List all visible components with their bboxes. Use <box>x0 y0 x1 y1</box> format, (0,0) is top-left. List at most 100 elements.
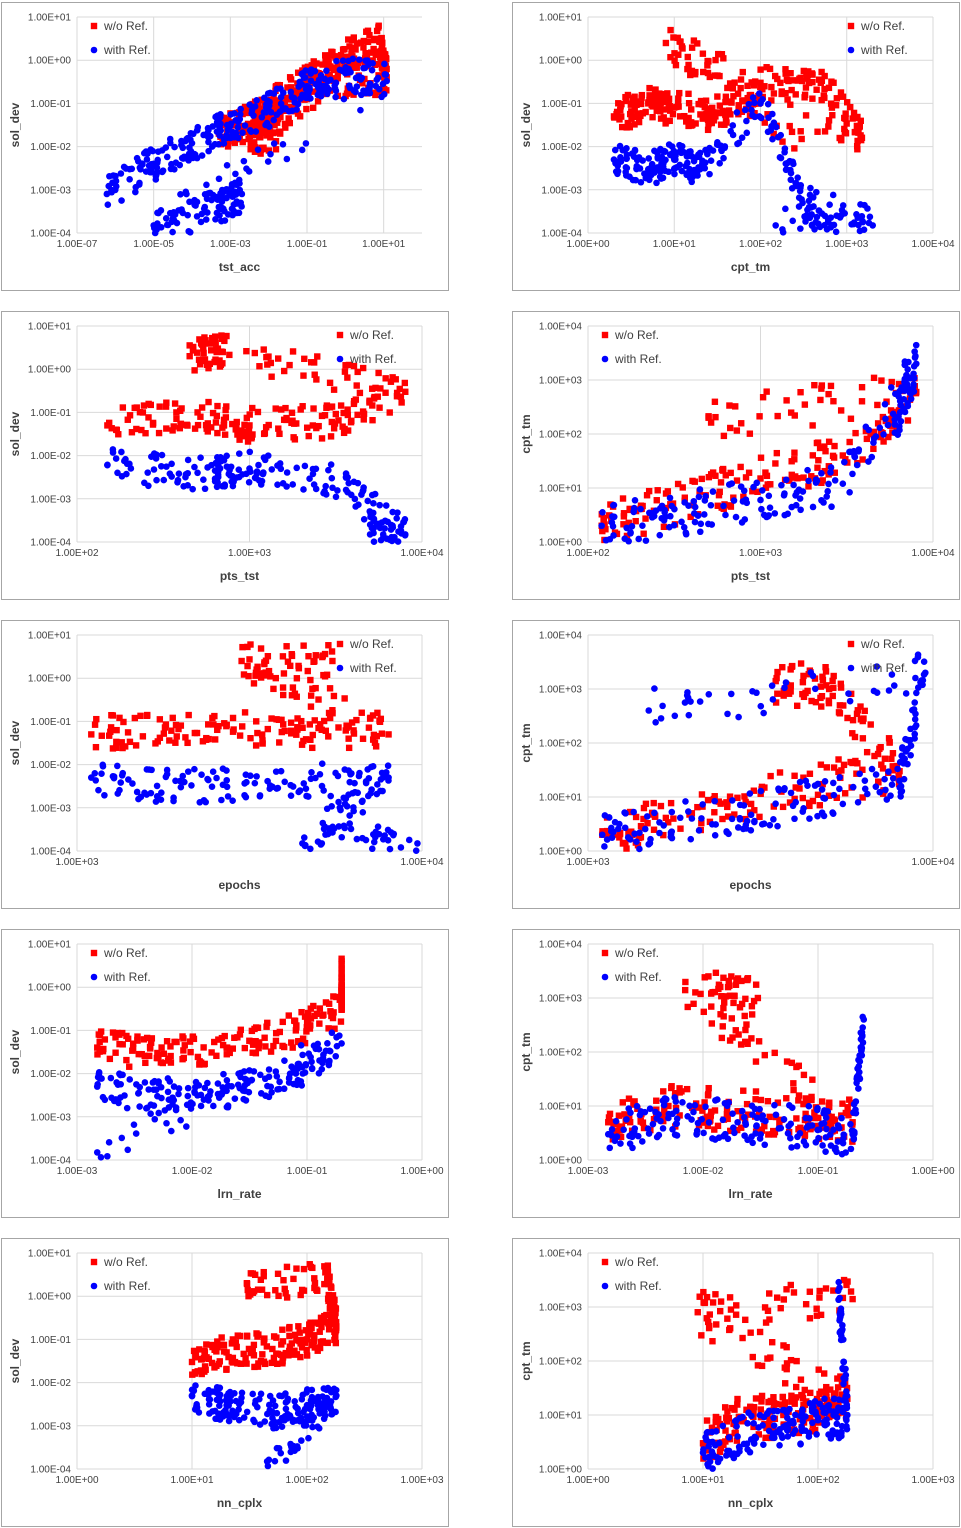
point-wo-ref <box>706 105 714 112</box>
point-with-ref <box>248 1076 256 1084</box>
point-with-ref <box>332 769 339 777</box>
point-wo-ref <box>655 105 662 112</box>
point-wo-ref <box>113 726 120 734</box>
point-wo-ref <box>306 1025 314 1032</box>
legend-label: with Ref. <box>103 970 151 984</box>
point-with-ref <box>679 1099 686 1106</box>
point-wo-ref <box>189 1033 197 1040</box>
point-wo-ref <box>250 1040 257 1047</box>
point-wo-ref <box>665 100 672 107</box>
point-wo-ref <box>263 353 270 361</box>
point-wo-ref <box>615 1112 623 1119</box>
point-wo-ref <box>792 784 799 791</box>
point-wo-ref <box>904 417 912 424</box>
point-wo-ref <box>211 358 218 366</box>
point-with-ref <box>223 452 230 460</box>
point-wo-ref <box>161 724 169 731</box>
legend-label: w/o Ref. <box>614 946 659 960</box>
point-wo-ref <box>240 109 247 116</box>
point-wo-ref <box>830 672 837 680</box>
point-with-ref <box>239 1087 247 1094</box>
point-with-ref <box>176 161 184 169</box>
point-wo-ref <box>699 50 707 57</box>
point-wo-ref <box>876 745 883 752</box>
point-with-ref <box>118 1134 126 1142</box>
point-wo-ref <box>261 430 269 437</box>
x-tick-label: 1.00E+00 <box>911 1166 955 1177</box>
data-points <box>694 1276 856 1472</box>
point-with-ref <box>269 783 276 791</box>
point-with-ref <box>865 458 872 465</box>
point-with-ref <box>796 778 804 786</box>
point-with-ref <box>352 74 360 82</box>
point-with-ref <box>683 692 691 699</box>
point-wo-ref <box>212 339 219 346</box>
point-wo-ref <box>733 427 741 434</box>
point-wo-ref <box>814 128 821 135</box>
point-wo-ref <box>731 811 738 818</box>
point-with-ref <box>796 495 804 502</box>
point-wo-ref <box>823 764 830 771</box>
point-wo-ref <box>321 1280 328 1288</box>
point-wo-ref <box>371 393 378 401</box>
point-with-ref <box>379 836 387 843</box>
point-wo-ref <box>817 396 824 404</box>
point-wo-ref <box>301 1039 309 1047</box>
point-wo-ref <box>859 735 867 742</box>
point-wo-ref <box>291 1351 298 1358</box>
point-wo-ref <box>316 1020 323 1027</box>
point-wo-ref <box>830 1402 837 1409</box>
point-with-ref <box>191 463 198 471</box>
point-with-ref <box>607 828 615 835</box>
point-with-ref <box>287 792 295 799</box>
point-with-ref <box>145 766 153 773</box>
point-wo-ref <box>748 1003 756 1010</box>
point-with-ref <box>736 1445 743 1452</box>
point-wo-ref <box>345 744 353 752</box>
point-with-ref <box>385 774 392 781</box>
point-wo-ref <box>214 429 221 437</box>
point-with-ref <box>163 1119 170 1127</box>
point-wo-ref <box>799 794 807 802</box>
point-wo-ref <box>280 721 287 728</box>
point-wo-ref <box>801 1386 808 1394</box>
point-wo-ref <box>177 722 185 729</box>
point-wo-ref <box>92 743 100 751</box>
point-wo-ref <box>317 1314 325 1322</box>
point-wo-ref <box>226 351 233 359</box>
scatter-panel-10: 1.00E+00 1.00E+01 1.00E+02 1.00E+03 1.00E+00… <box>512 1238 960 1527</box>
point-wo-ref <box>167 1043 174 1050</box>
legend-marker <box>601 331 609 339</box>
point-wo-ref <box>303 1019 311 1026</box>
point-with-ref <box>188 782 195 789</box>
point-wo-ref <box>757 1096 765 1104</box>
point-with-ref <box>787 789 795 797</box>
point-wo-ref <box>252 123 259 131</box>
point-wo-ref <box>656 102 663 109</box>
point-with-ref <box>269 1397 277 1404</box>
point-wo-ref <box>274 355 282 362</box>
point-with-ref <box>238 1389 246 1397</box>
point-with-ref <box>327 792 335 800</box>
point-wo-ref <box>254 1286 262 1293</box>
point-wo-ref <box>236 732 244 739</box>
point-with-ref <box>240 157 248 165</box>
point-wo-ref <box>307 676 314 684</box>
point-wo-ref <box>188 1358 196 1366</box>
point-with-ref <box>133 788 141 796</box>
scatter-panel-3: 1.00E+02 1.00E+03 1.00E+04 1.00E-04 1.00E-03… <box>1 311 449 600</box>
point-with-ref <box>388 537 396 545</box>
point-wo-ref <box>348 44 356 52</box>
point-with-ref <box>868 765 876 773</box>
point-wo-ref <box>370 36 378 44</box>
point-with-ref <box>847 1145 855 1153</box>
point-with-ref <box>351 788 359 796</box>
point-wo-ref <box>342 92 349 100</box>
point-wo-ref <box>653 497 660 504</box>
point-with-ref <box>845 690 852 697</box>
y-tick-label: 1.00E-01 <box>541 99 582 110</box>
point-with-ref <box>809 194 817 201</box>
point-with-ref <box>216 212 223 219</box>
point-with-ref <box>346 820 353 827</box>
point-wo-ref <box>780 1411 787 1419</box>
